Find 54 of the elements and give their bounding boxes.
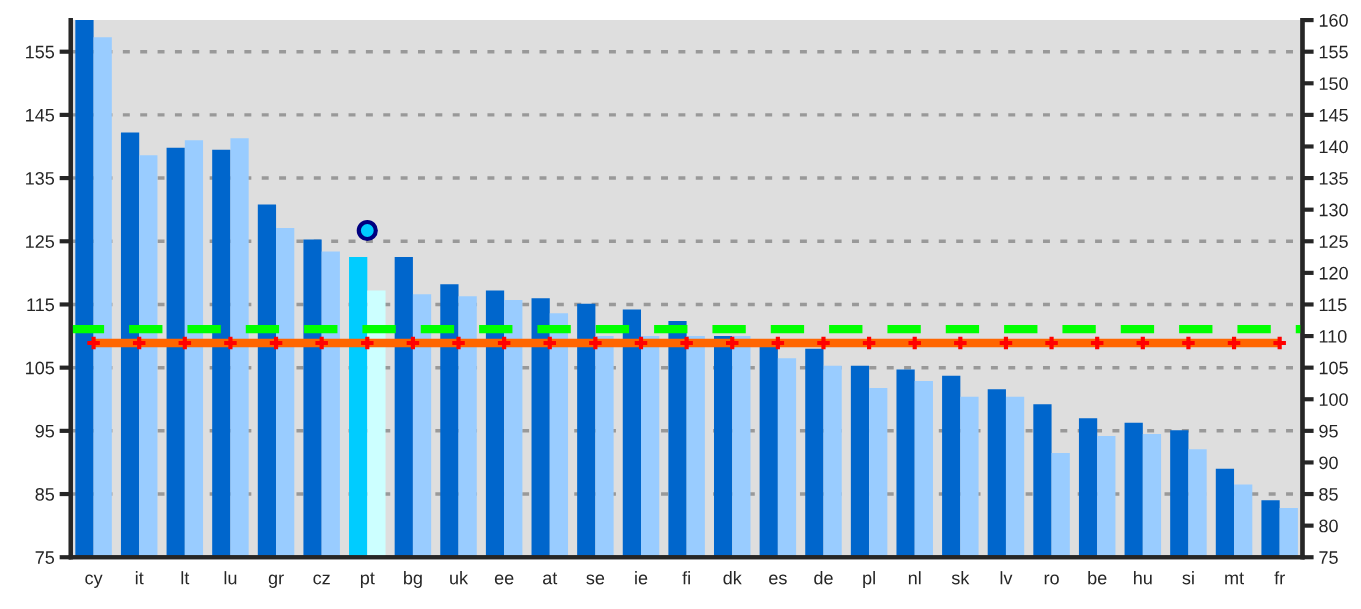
y2-tick-label: 100: [1319, 393, 1348, 406]
x-tick-label: ie: [635, 571, 648, 585]
y2-tick-label: 80: [1319, 519, 1338, 533]
x-tick-label: cy: [85, 574, 103, 588]
x-tick-label: sk: [951, 571, 970, 585]
x-tick-label: lu: [224, 571, 237, 585]
x-tick-label: gr: [268, 574, 284, 588]
x-tick-label: lv: [1000, 571, 1013, 585]
x-tick-label: it: [135, 571, 144, 585]
y2-tick-label: 155: [1319, 45, 1348, 59]
x-tick-label: dk: [723, 571, 742, 585]
x-tick-label: es: [769, 574, 787, 585]
y2-tick-label: 105: [1319, 361, 1348, 375]
y2-tick-label: 115: [1319, 298, 1347, 312]
y-tick-label: 125: [26, 235, 55, 248]
y-tick-label: 75: [35, 551, 55, 564]
y-tick-label: 95: [35, 424, 55, 438]
y-tick-label: 115: [27, 298, 55, 312]
x-tick-label: fr: [1274, 571, 1285, 585]
x-tick-label: ro: [1044, 574, 1059, 585]
y-tick-label: 105: [26, 361, 55, 375]
y-tick-label: 85: [35, 487, 55, 501]
x-tick-label: uk: [450, 571, 469, 585]
x-tick-label: nl: [908, 571, 921, 585]
x-tick-label: bg: [404, 571, 422, 588]
x-tick-label: se: [586, 574, 605, 585]
x-tick-label: pt: [360, 572, 375, 588]
x-tick-label: cz: [313, 574, 330, 585]
x-tick-label: lt: [181, 571, 190, 585]
y2-tick-label: 130: [1319, 203, 1348, 217]
x-tick-label: de: [814, 571, 833, 585]
y2-tick-label: 95: [1319, 424, 1338, 438]
y-tick-label: 155: [26, 45, 55, 59]
x-tick-label: ee: [494, 574, 514, 585]
y2-tick-label: 140: [1319, 140, 1348, 154]
x-tick-label: si: [1182, 571, 1194, 585]
y2-tick-label: 75: [1319, 551, 1338, 564]
y-tick-label: 135: [26, 172, 55, 185]
y2-tick-label: 120: [1319, 266, 1348, 280]
x-tick-label: at: [543, 572, 558, 585]
x-tick-label: hu: [1134, 571, 1152, 585]
x-tick-label: pl: [863, 571, 875, 588]
y2-tick-label: 145: [1319, 109, 1348, 122]
y2-tick-label: 125: [1319, 235, 1348, 248]
y2-tick-label: 110: [1319, 329, 1347, 343]
y2-tick-label: 160: [1319, 14, 1348, 27]
y2-tick-label: 150: [1319, 77, 1348, 91]
y2-tick-label: 85: [1319, 487, 1338, 501]
y2-tick-label: 90: [1319, 456, 1338, 470]
x-tick-label: mt: [1225, 572, 1244, 585]
y-tick-label: 145: [26, 109, 55, 122]
x-tick-label: be: [1088, 571, 1107, 585]
x-tick-label: fi: [682, 571, 690, 585]
y2-tick-label: 135: [1319, 172, 1348, 185]
